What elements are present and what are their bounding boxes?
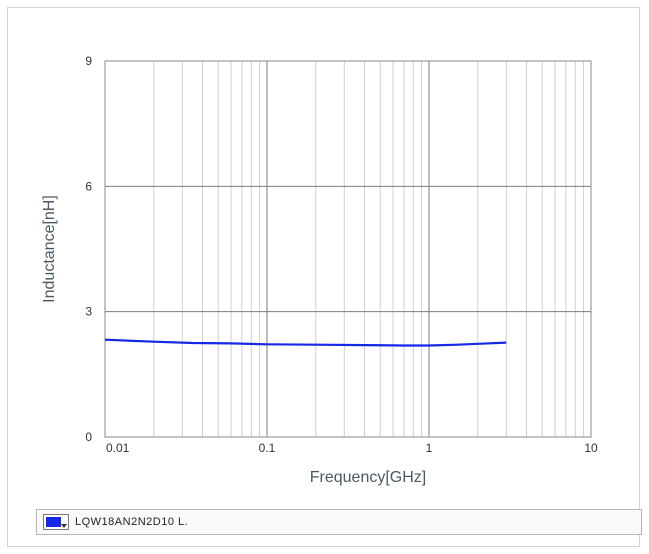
plot-border (104, 60, 592, 438)
series-layer (104, 338, 507, 347)
chart-plot: 0.01 0.1 1 10 0 3 6 9 Frequency[GHz] Inductanc… (41, 54, 598, 486)
x-tick-label: 10 (584, 441, 598, 455)
y-axis-title: Inductance[nH] (41, 195, 58, 303)
minor-grid (153, 61, 585, 437)
x-tick-label: 0.1 (259, 441, 276, 455)
y-tick-label: 9 (85, 54, 92, 68)
x-axis-title: Frequency[GHz] (310, 469, 426, 486)
series-line (104, 338, 507, 347)
y-tick-label: 6 (85, 179, 92, 193)
y-tick-labels: 0 3 6 9 (85, 54, 92, 444)
legend-color-swatch (46, 517, 61, 527)
legend: LQW18AN2N2D10 L. (36, 509, 642, 535)
x-tick-labels: 0.01 0.1 1 10 (106, 441, 598, 455)
major-grid (104, 60, 592, 438)
y-tick-label: 0 (85, 430, 92, 444)
chevron-down-icon (61, 524, 67, 528)
legend-color-dropdown[interactable] (43, 514, 69, 530)
legend-series-label: LQW18AN2N2D10 L. (75, 516, 189, 528)
x-tick-label: 0.01 (106, 441, 130, 455)
y-tick-label: 3 (85, 305, 92, 319)
x-tick-label: 1 (426, 441, 433, 455)
chart-frame: 0.01 0.1 1 10 0 3 6 9 Frequency[GHz] Inductanc… (7, 7, 642, 547)
